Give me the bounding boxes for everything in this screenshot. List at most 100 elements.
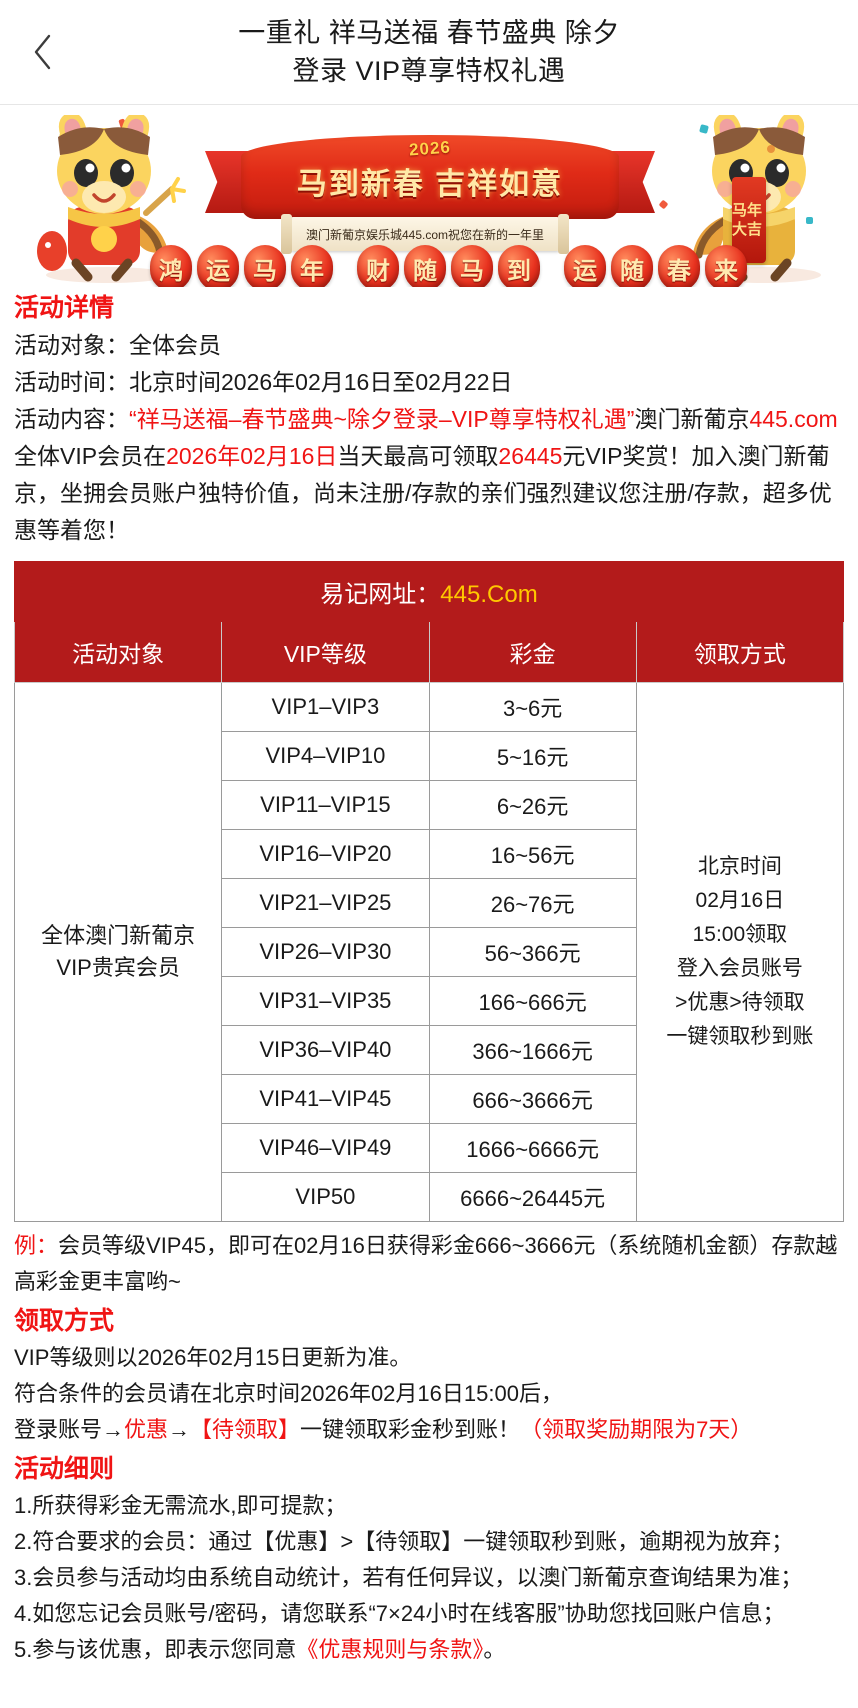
lantern-char: 运 — [564, 245, 606, 287]
lantern-word-row: 鸿 运 马 年 财 随 马 到 运 随 春 来 — [150, 245, 747, 287]
lantern-char: 春 — [658, 245, 700, 287]
lantern-char: 随 — [404, 245, 446, 287]
ribbon-text: 马到新春 吉祥如意 — [296, 168, 564, 201]
lantern-char: 来 — [705, 245, 747, 287]
lantern-group: 鸿 运 马 年 — [150, 245, 333, 287]
back-button[interactable] — [16, 0, 70, 104]
example-note: 例：会员等级VIP45，即可在02月16日获得彩金666~3666元（系统随机金… — [14, 1228, 844, 1300]
section-heading-details: 活动详情 — [14, 294, 115, 322]
section-heading-claim: 领取方式 — [14, 1307, 115, 1335]
table-row: VIP46–VIP49 1666~6666元 — [15, 1123, 844, 1173]
table-row: VIP31–VIP35 166~666元 — [15, 976, 844, 1026]
claim-line: 15:00领取 — [692, 923, 788, 946]
detail-content-part3: 当天最高可领取 — [337, 443, 499, 469]
level-cell: VIP21–VIP25 — [221, 878, 430, 928]
object-cell: 全体澳门新葡京 VIP贵宾会员 — [13, 682, 223, 1222]
table-row: VIP26–VIP30 56~366元 — [15, 927, 844, 977]
example-prefix: 例： — [14, 1233, 59, 1258]
claim-line: 登入会员账号 — [676, 957, 803, 980]
claim-expiry-note: （领取奖励期限为7天） — [520, 1417, 753, 1442]
column-header-object: 活动对象 — [13, 621, 223, 683]
column-header-bonus: 彩金 — [428, 621, 637, 683]
ribbon-body: 2026 马到新春 吉祥如意 — [241, 135, 619, 219]
detail-content-amount: 26445 — [498, 443, 563, 469]
promo-content: 活动详情 活动对象：全体会员 活动时间：北京时间2026年02月16日至02月2… — [0, 291, 858, 1708]
column-header-level: VIP等级 — [221, 621, 430, 683]
claim-line1: VIP等级则以2026年02月15日更新为准。 — [14, 1345, 412, 1370]
claim-line: 北京时间 — [697, 855, 782, 878]
table-row: VIP16–VIP20 16~56元 — [15, 829, 844, 879]
section-heading-rules: 活动细则 — [14, 1455, 115, 1483]
vertical-scroll: 马年大吉 — [732, 177, 766, 263]
level-cell: VIP50 — [221, 1172, 430, 1222]
chevron-left-icon — [32, 33, 54, 71]
claim-line: >优惠>待领取 — [675, 991, 805, 1014]
detail-content-date: 2026年02月16日 — [166, 443, 338, 469]
bonus-cell: 166~666元 — [428, 976, 637, 1026]
app-header: 一重礼 祥马送福 春节盛典 除夕 登录 VIP尊享特权礼遇 — [0, 0, 858, 105]
claim-line3-suffix: 一键领取彩金秒到账！ — [300, 1417, 521, 1442]
lantern-char: 马 — [451, 245, 493, 287]
bonus-cell: 26~76元 — [428, 878, 637, 928]
table-row: VIP21–VIP25 26~76元 — [15, 878, 844, 928]
rule-item: 5.参与该优惠，即表示您同意《优惠规则与条款》。 — [14, 1632, 844, 1668]
claim-link-promotions[interactable]: 优惠 — [124, 1417, 169, 1442]
page-title: 一重礼 祥马送福 春节盛典 除夕 登录 VIP尊享特权礼遇 — [238, 14, 620, 90]
page-title-line2: 登录 VIP尊享特权礼遇 — [292, 56, 566, 86]
bonus-cell: 366~1666元 — [428, 1025, 637, 1075]
rule-item: 1.所获得彩金无需流水,即可提款； — [14, 1493, 347, 1518]
promo-banner: 马年大吉 2026 马到新春 吉祥如意 澳门新葡京娱乐城445.com祝您在新的… — [0, 105, 858, 287]
claim-line3-arrow: → — [168, 1417, 191, 1442]
quote-close: ” — [626, 406, 635, 432]
detail-content-row: 活动内容：“祥马送福–春节盛典~除夕登录–VIP尊享特权礼遇”澳门新葡京445.… — [14, 401, 844, 549]
level-cell: VIP31–VIP35 — [221, 976, 430, 1026]
detail-content-part4: 元VIP奖赏！加入澳门新葡京，坐拥会员账户独特价值，尚未注册/存款的亲们强烈建议… — [14, 443, 832, 543]
terms-link[interactable]: 《优惠规则与条款》 — [296, 1637, 484, 1662]
detail-time-value: 北京时间2026年02月16日至02月22日 — [129, 369, 513, 395]
ribbon: 2026 马到新春 吉祥如意 — [205, 121, 655, 241]
detail-time-label: 活动时间： — [14, 369, 129, 395]
lantern-char: 鸿 — [150, 245, 192, 287]
banner-scroll-text: 澳门新葡京娱乐城445.com祝您在新的一年里 — [305, 227, 545, 242]
claim-line3: 登录账号→优惠→【待领取】一键领取彩金秒到账！（领取奖励期限为7天） — [14, 1412, 844, 1448]
bonus-cell: 56~366元 — [428, 927, 637, 977]
level-cell: VIP11–VIP15 — [221, 780, 430, 830]
lantern-char: 财 — [357, 245, 399, 287]
lantern-group: 财 随 马 到 — [357, 245, 540, 287]
claim-line: 02月16日 — [695, 889, 785, 912]
table-row: VIP41–VIP45 666~3666元 — [15, 1074, 844, 1124]
level-cell: VIP16–VIP20 — [221, 829, 430, 879]
level-cell: VIP1–VIP3 — [221, 682, 430, 732]
detail-content-highlight-title: 祥马送福–春节盛典~除夕登录–VIP尊享特权礼遇 — [136, 406, 627, 432]
bonus-cell: 16~56元 — [428, 829, 637, 879]
table-row: VIP36–VIP40 366~1666元 — [15, 1025, 844, 1075]
object-cell-line2: VIP贵宾会员 — [56, 955, 180, 980]
claim-link-pending[interactable]: 【待领取】 — [190, 1417, 301, 1442]
vertical-scroll-text: 马年大吉 — [732, 202, 763, 238]
lantern-char: 马 — [244, 245, 286, 287]
banner-year: 2026 — [408, 137, 452, 160]
rules-list: 1.所获得彩金无需流水,即可提款； 2.符合要求的会员：通过【优惠】>【待领取】… — [14, 1488, 844, 1668]
object-cell-line1: 全体澳门新葡京 — [41, 923, 196, 948]
lantern-group: 运 随 春 来 — [564, 245, 747, 287]
table-url-label: 易记网址： — [320, 581, 441, 608]
rule-item5-text: 5.参与该优惠，即表示您同意 — [14, 1637, 297, 1662]
bonus-cell: 5~16元 — [428, 731, 637, 781]
table-row: VIP50 6666~26445元 — [15, 1172, 844, 1222]
detail-target-label: 活动对象： — [14, 332, 129, 358]
rule-item5-period: 。 — [483, 1637, 506, 1662]
lantern-char: 随 — [611, 245, 653, 287]
level-cell: VIP41–VIP45 — [221, 1074, 430, 1124]
rule-item: 4.如您忘记会员账号/密码，请您联系“7×24小时在线客服”协助您找回账户信息； — [14, 1601, 785, 1626]
table-url-cell: 易记网址：445.Com — [14, 561, 844, 622]
detail-content-part1: 澳门新葡京 — [634, 406, 750, 432]
table-header-row: 活动对象 VIP等级 彩金 领取方式 — [13, 621, 845, 683]
table-row: VIP4–VIP10 5~16元 — [15, 731, 844, 781]
bonus-cell: 666~3666元 — [428, 1074, 637, 1124]
claim-cell: 北京时间 02月16日 15:00领取 登入会员账号 >优惠>待领取 一键领取秒… — [635, 682, 845, 1222]
rule-item: 2.符合要求的会员：通过【优惠】>【待领取】一键领取秒到账，逾期视为放弃； — [14, 1529, 794, 1554]
quote-open: “ — [129, 406, 137, 432]
table-url-row: 易记网址：445.Com — [14, 561, 844, 622]
page-title-line1: 一重礼 祥马送福 春节盛典 除夕 — [238, 18, 620, 48]
example-text: 会员等级VIP45，即可在02月16日获得彩金666~3666元（系统随机金额）… — [14, 1233, 838, 1294]
